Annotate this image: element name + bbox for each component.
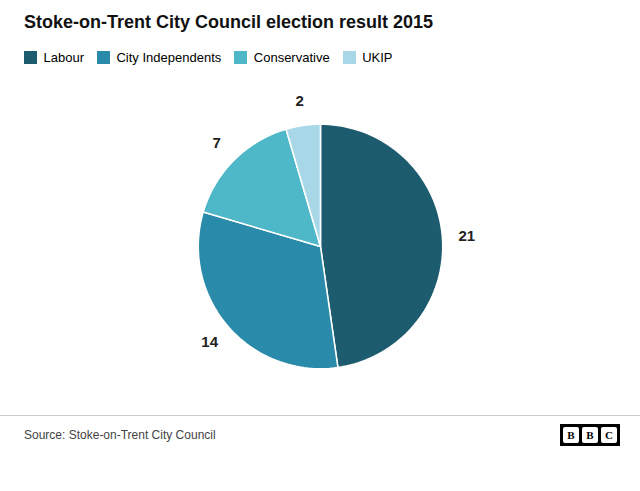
- html-text:UKIP: UKIP: [362, 50, 393, 65]
- html-text:City Independents: City Independents: [116, 50, 222, 65]
- html-text:B: B: [567, 428, 575, 441]
- svg-text:14: 14: [201, 333, 218, 350]
- svg-text:21: 21: [458, 226, 475, 243]
- html-text:C: C: [605, 428, 613, 441]
- html-text:Labour: Labour: [43, 50, 84, 65]
- svg-text:2: 2: [295, 92, 303, 109]
- html-text:Stoke-on-Trent City Council el: Stoke-on-Trent City Council election res…: [24, 12, 434, 32]
- html-text:Source: Stoke-on-Trent City Co: Source: Stoke-on-Trent City Council: [24, 427, 216, 442]
- html-text:Conservative: Conservative: [253, 50, 330, 65]
- html-text:B: B: [586, 428, 594, 441]
- svg-text:7: 7: [213, 133, 221, 150]
